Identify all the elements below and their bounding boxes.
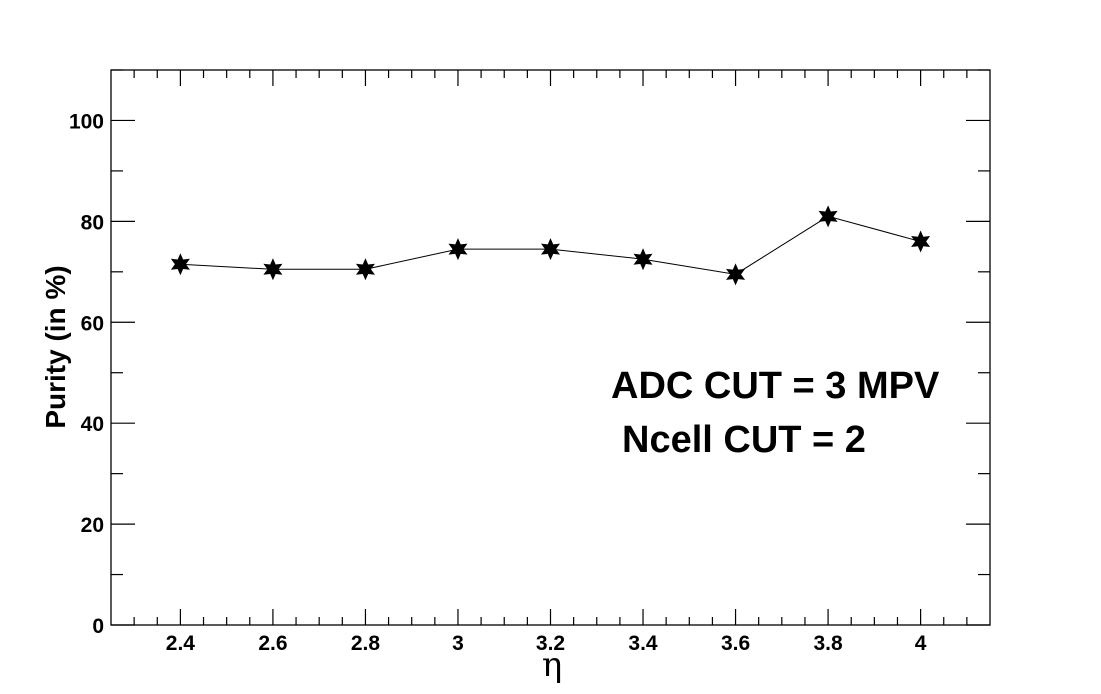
y-axis-title: Purity (in %) <box>40 265 71 428</box>
data-point-star <box>355 258 375 281</box>
x-tick-label: 3.2 <box>536 632 565 655</box>
y-tick-label: 80 <box>81 211 104 234</box>
x-tick-label: 4 <box>915 632 927 655</box>
x-tick-label: 3.8 <box>813 632 843 655</box>
data-series <box>170 205 931 286</box>
y-tick-label: 0 <box>92 615 104 638</box>
data-point-star <box>726 263 746 286</box>
annotation-adc-cut: ADC CUT = 3 MPV <box>611 365 940 407</box>
y-tick-labels: 0 20 40 60 80 100 <box>69 110 104 638</box>
data-point-star <box>540 238 561 261</box>
x-axis-title: η <box>542 645 562 685</box>
axis-ticks <box>111 69 990 626</box>
y-tick-label: 20 <box>81 514 104 537</box>
x-tick-label: 2.4 <box>166 632 196 655</box>
x-tick-labels: 2.4 2.6 2.8 3 3.2 3.4 3.6 3.8 4 <box>166 632 927 655</box>
data-point-star <box>448 238 468 261</box>
data-point-star <box>633 248 653 271</box>
data-point-star <box>263 258 283 281</box>
data-point-star <box>911 230 931 253</box>
x-tick-label: 2.6 <box>258 632 287 655</box>
plot-frame <box>110 69 991 626</box>
x-tick-label: 3 <box>452 632 464 655</box>
data-point-star <box>170 253 190 276</box>
y-tick-label: 100 <box>69 110 104 133</box>
x-tick-label: 2.8 <box>351 632 381 655</box>
data-point-star <box>818 205 838 228</box>
y-tick-label: 60 <box>81 312 104 335</box>
annotation-ncell-cut: Ncell CUT = 2 <box>622 419 866 461</box>
x-tick-label: 3.4 <box>628 632 658 655</box>
y-tick-label: 40 <box>81 413 104 436</box>
x-tick-label: 3.6 <box>721 632 750 655</box>
